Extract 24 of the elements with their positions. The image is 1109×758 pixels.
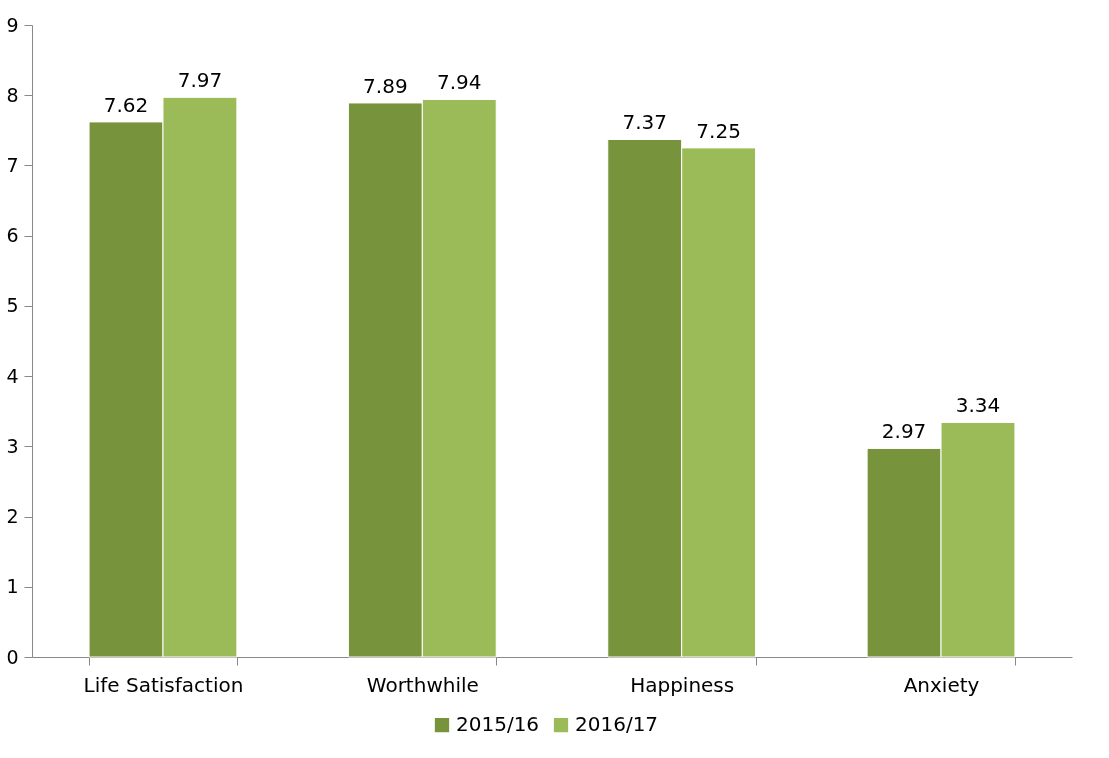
y-tick-label: 1 [6,575,19,598]
data-label: 7.62 [103,92,149,117]
y-tick-label: 3 [6,434,19,457]
data-label: 3.34 [955,393,1001,418]
y-tick-label: 5 [6,294,19,317]
data-label: 7.89 [363,73,408,98]
y-tick-label: 7 [6,153,19,176]
y-tick-label: 8 [6,83,19,106]
legend-label: 2016/17 [575,712,659,737]
x-tick-label: Happiness [630,672,735,697]
y-tick-label: 2 [6,505,19,528]
y-tick-label: 6 [6,224,19,247]
data-label: 2.97 [881,419,927,444]
y-tick-label: 4 [6,364,19,387]
x-tick-label: Life Satisfaction [83,672,244,697]
data-label: 7.94 [437,70,482,95]
data-label: 7.25 [696,118,741,143]
data-label: 7.97 [177,68,223,93]
legend-label: 2015/16 [456,712,540,737]
y-tick-label: 9 [6,13,19,36]
x-tick-label: Anxiety [903,672,980,697]
y-tick-label: 0 [6,645,19,668]
x-tick-label: Worthwhile [366,672,479,697]
data-label: 7.37 [622,110,667,135]
